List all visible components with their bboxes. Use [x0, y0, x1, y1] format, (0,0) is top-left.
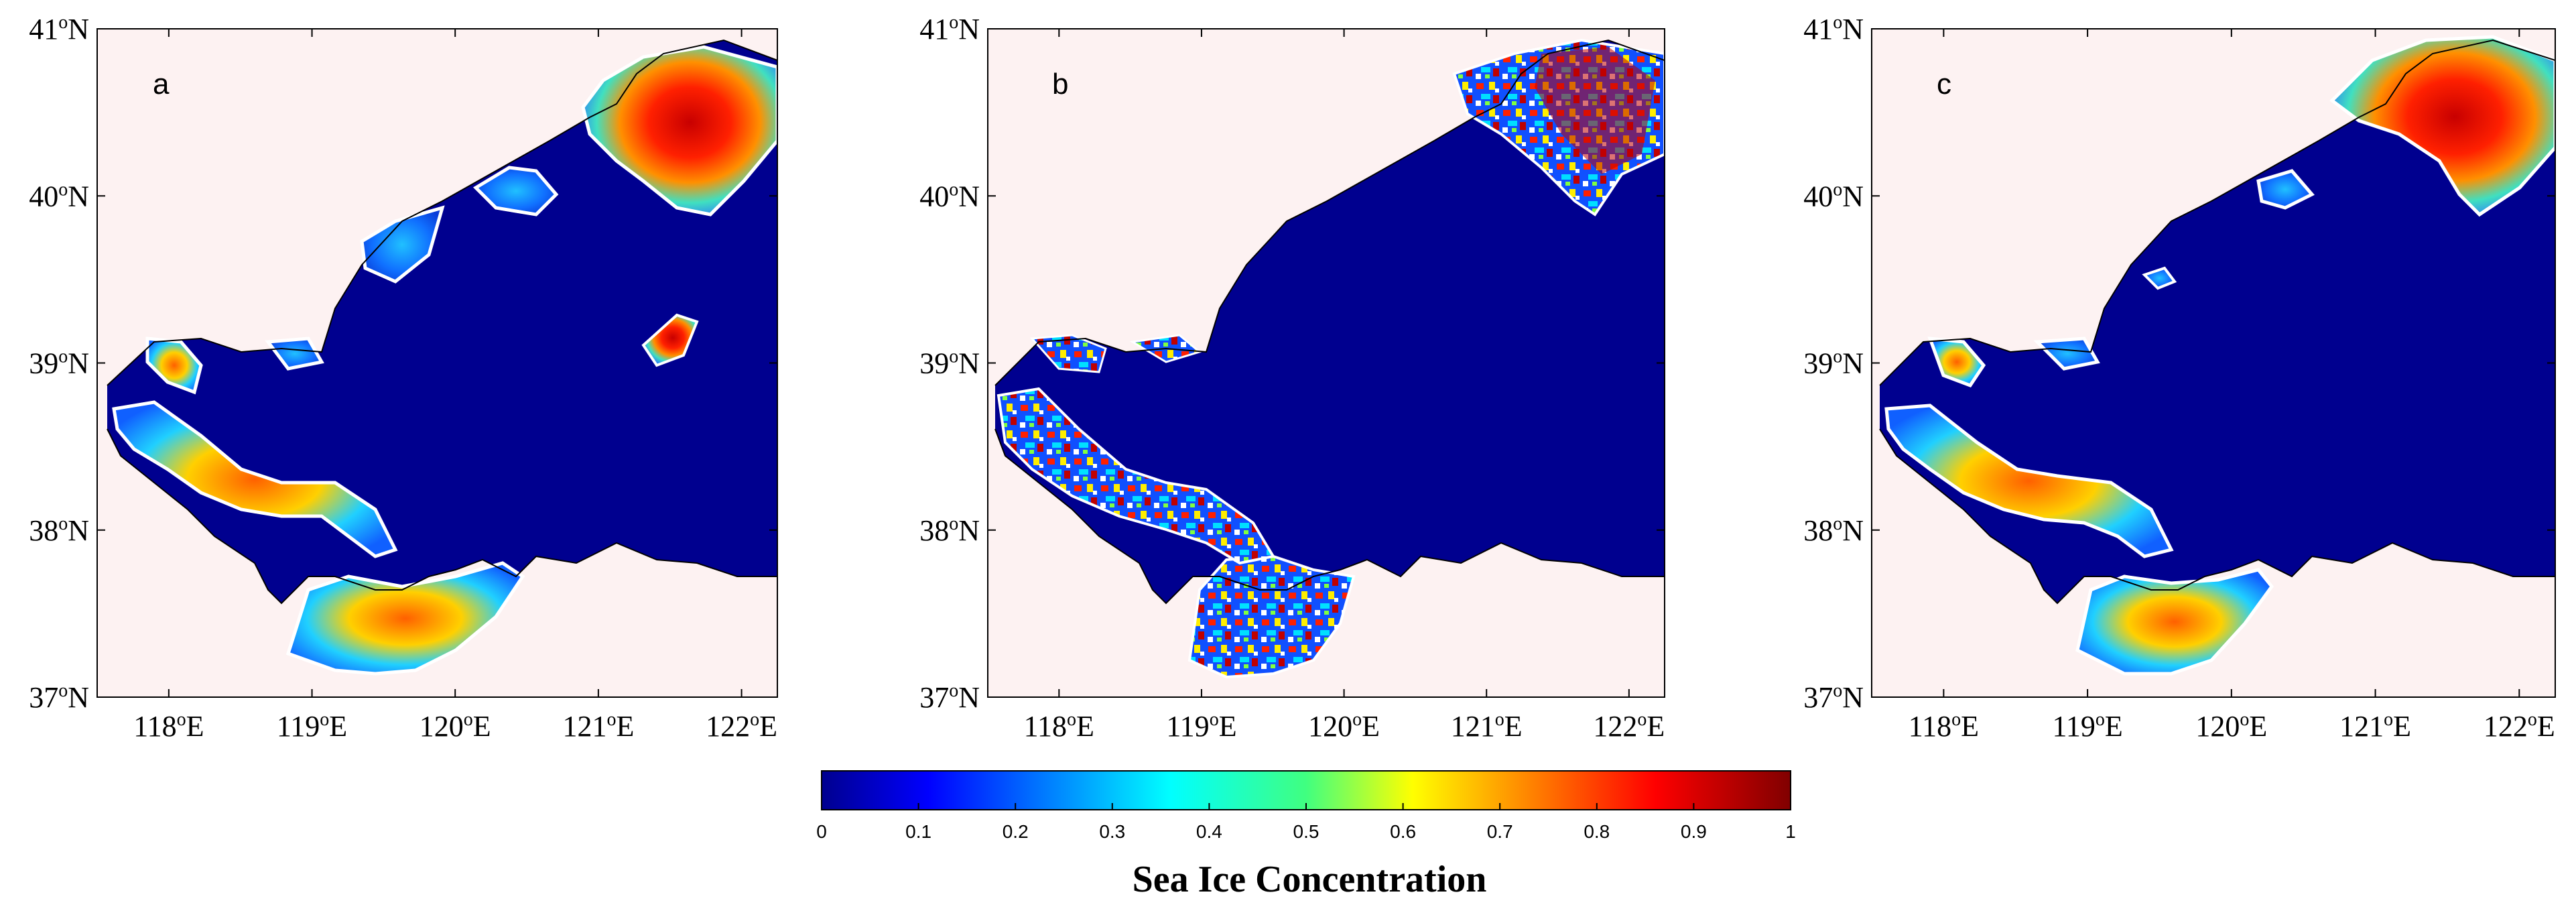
lat-axis: 37oN 38oN 39oN 40oN 41oN [919, 12, 1665, 714]
lat-tick-label: 41oN [919, 12, 980, 46]
colorbar-title: Sea Ice Concentration [1133, 859, 1487, 900]
lon-tick-label: 121oE [562, 709, 634, 743]
colorbar-tick-label: 0.6 [1390, 821, 1416, 842]
lon-tick-label: 122oE [1593, 709, 1665, 743]
lon-axis: 118oE 119oE 120oE 121oE 122oE [1909, 29, 2555, 743]
coastline [107, 39, 777, 386]
ice-field [360, 205, 445, 284]
lat-axis: 37oN 38oN 39oN 40oN 41oN [1803, 12, 2555, 714]
ice-field [1187, 554, 1356, 679]
panel-label: a [153, 68, 170, 101]
sea-area [107, 40, 777, 603]
coastline [1879, 39, 2555, 386]
colorbar-tick-label: 0.3 [1099, 821, 1125, 842]
lon-tick-label: 122oE [706, 709, 777, 743]
ice-field [2256, 169, 2315, 210]
panel-label: c [1937, 68, 1951, 101]
lon-tick-label: 120oE [2195, 709, 2267, 743]
colorbar-tick-label: 0.5 [1293, 821, 1319, 842]
lon-tick-label: 119oE [1166, 709, 1236, 743]
ice-field [265, 337, 324, 371]
lat-tick-label: 41oN [1803, 12, 1864, 46]
lon-tick-label: 118oE [1024, 709, 1094, 743]
ice-field [1535, 47, 1655, 174]
lon-tick-label: 118oE [133, 709, 204, 743]
colorbar-ticks: 0 0.1 0.2 0.3 0.4 0.5 0.6 0.7 0.8 0.9 1 [816, 803, 1796, 842]
lon-tick-label: 121oE [2339, 709, 2411, 743]
lat-tick-label: 40oN [1803, 179, 1864, 212]
lon-tick-label: 118oE [1909, 709, 1979, 743]
lon-axis: 118oE 119oE 120oE 121oE 122oE [1024, 29, 1665, 743]
coastline [107, 428, 777, 605]
lon-tick-label: 119oE [2052, 709, 2122, 743]
sea-area [1880, 40, 2555, 603]
ice-field [285, 561, 525, 676]
colorbar-tick-label: 0.7 [1487, 821, 1513, 842]
colorbar-tick-label: 0 [816, 821, 827, 842]
ice-field [2329, 35, 2555, 217]
colorbar-tick-label: 0.2 [1003, 821, 1029, 842]
coastline [994, 39, 1665, 386]
lat-tick-label: 38oN [919, 513, 980, 547]
ice-field [112, 400, 398, 558]
lat-tick-label: 40oN [919, 179, 980, 212]
ice-field [1884, 404, 2174, 558]
coastline [994, 428, 1665, 605]
lon-tick-label: 122oE [2484, 709, 2555, 743]
lon-tick-label: 119oE [277, 709, 347, 743]
lat-tick-label: 38oN [29, 513, 89, 547]
colorbar-tick-label: 0.4 [1196, 821, 1222, 842]
colorbar-tick-label: 0.9 [1681, 821, 1707, 842]
ice-field [145, 337, 203, 395]
ice-field [472, 166, 559, 217]
lon-tick-label: 120oE [420, 709, 491, 743]
colorbar-tick-label: 0.8 [1584, 821, 1610, 842]
lat-tick-label: 39oN [919, 347, 980, 380]
sea-area [995, 40, 1665, 603]
lat-tick-label: 39oN [1803, 347, 1864, 380]
lat-tick-label: 38oN [1803, 513, 1864, 547]
panel-label: b [1052, 68, 1068, 101]
lat-tick-label: 37oN [29, 680, 89, 714]
ice-field [996, 387, 1276, 565]
map-panel-b: b 37oN 38oN 39oN 40oN 41oN 118oE 119oE 120oE 12… [919, 12, 1665, 743]
ice-field [641, 313, 699, 367]
lon-axis: 118oE 119oE 120oE 121oE 122oE [133, 29, 777, 743]
lat-axis: 37oN 38oN 39oN 40oN 41oN [29, 12, 777, 714]
ice-field [1927, 337, 1986, 388]
lat-tick-label: 37oN [1803, 680, 1864, 714]
ice-field [2142, 266, 2177, 290]
lon-tick-label: 121oE [1451, 709, 1523, 743]
map-panel-a: a 37oN 38oN 39oN 40oN 41oN 118oE 119oE 120oE 12… [29, 12, 778, 743]
lat-tick-label: 41oN [29, 12, 89, 46]
lat-tick-label: 40oN [29, 179, 89, 212]
lon-tick-label: 120oE [1308, 709, 1380, 743]
coastline [1879, 428, 2555, 605]
map-panel-c: c 37oN 38oN 39oN 40oN 41oN 118oE 119oE 120oE 12… [1803, 12, 2556, 743]
colorbar-tick-label: 0.1 [905, 821, 931, 842]
colorbar: 0 0.1 0.2 0.3 0.4 0.5 0.6 0.7 0.8 0.9 1 Sea Ice Co… [816, 770, 1796, 900]
ice-field [1029, 334, 1107, 373]
ice-field [2033, 337, 2100, 371]
colorbar-tick-label: 1 [1785, 821, 1796, 842]
lat-tick-label: 37oN [919, 680, 980, 714]
lat-tick-label: 39oN [29, 347, 89, 380]
ice-field [581, 45, 777, 217]
